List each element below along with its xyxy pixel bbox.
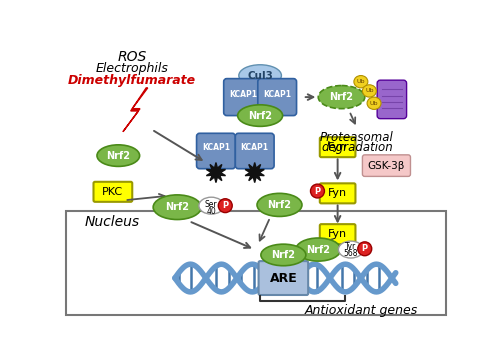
- Text: Ser: Ser: [205, 200, 218, 209]
- Ellipse shape: [238, 105, 282, 126]
- Text: Ub: Ub: [370, 101, 378, 106]
- FancyBboxPatch shape: [236, 133, 274, 169]
- Polygon shape: [245, 163, 264, 183]
- Ellipse shape: [199, 197, 224, 214]
- Text: Fyn: Fyn: [328, 229, 347, 239]
- Text: Nrf2: Nrf2: [165, 202, 189, 212]
- Text: PKC: PKC: [102, 187, 124, 197]
- Text: P: P: [222, 201, 228, 210]
- Bar: [66, 211, 446, 315]
- Ellipse shape: [261, 244, 306, 266]
- Ellipse shape: [354, 76, 368, 88]
- Text: Nrf2: Nrf2: [306, 244, 330, 255]
- Text: Fyn: Fyn: [328, 188, 347, 198]
- Circle shape: [310, 184, 324, 198]
- Ellipse shape: [338, 241, 363, 258]
- Circle shape: [218, 199, 232, 213]
- Ellipse shape: [239, 65, 282, 86]
- Text: Nrf2: Nrf2: [106, 150, 130, 161]
- Text: Electrophils: Electrophils: [96, 62, 168, 75]
- FancyBboxPatch shape: [320, 137, 356, 157]
- Text: KCAP1: KCAP1: [229, 90, 257, 99]
- FancyBboxPatch shape: [258, 261, 308, 295]
- Text: KCAP1: KCAP1: [240, 143, 268, 152]
- Ellipse shape: [296, 238, 341, 261]
- Text: Ub: Ub: [356, 79, 365, 84]
- FancyBboxPatch shape: [196, 133, 235, 169]
- Ellipse shape: [97, 145, 140, 166]
- Text: Ub: Ub: [365, 89, 374, 94]
- Text: 40: 40: [206, 207, 216, 216]
- Polygon shape: [123, 88, 148, 132]
- Text: Cul3: Cul3: [247, 71, 273, 81]
- Ellipse shape: [318, 86, 365, 109]
- Text: KCAP1: KCAP1: [263, 90, 291, 99]
- Text: Nrf2: Nrf2: [268, 200, 291, 210]
- FancyBboxPatch shape: [320, 224, 356, 244]
- Text: Tyr: Tyr: [345, 242, 356, 251]
- Ellipse shape: [257, 193, 302, 216]
- FancyBboxPatch shape: [94, 182, 132, 202]
- Text: Nrf2: Nrf2: [248, 111, 272, 121]
- Text: 568: 568: [344, 249, 358, 258]
- Ellipse shape: [153, 195, 201, 220]
- FancyBboxPatch shape: [377, 80, 406, 119]
- Text: ARE: ARE: [270, 271, 297, 284]
- Text: P: P: [362, 244, 368, 253]
- Text: Dimethylfumarate: Dimethylfumarate: [68, 74, 196, 87]
- Text: GSK-3β: GSK-3β: [368, 161, 405, 171]
- Text: Antioxidant genes: Antioxidant genes: [304, 304, 418, 317]
- Text: Nucleus: Nucleus: [84, 215, 140, 229]
- Circle shape: [358, 242, 372, 256]
- Ellipse shape: [362, 85, 376, 97]
- Text: Proteasomal: Proteasomal: [320, 131, 394, 144]
- FancyBboxPatch shape: [362, 155, 410, 176]
- FancyBboxPatch shape: [258, 78, 296, 116]
- Text: Nrf2: Nrf2: [272, 250, 295, 260]
- Ellipse shape: [367, 97, 381, 109]
- FancyBboxPatch shape: [224, 78, 262, 116]
- FancyBboxPatch shape: [320, 183, 356, 203]
- Text: KCAP1: KCAP1: [202, 143, 230, 152]
- Text: Fyn: Fyn: [328, 142, 347, 152]
- Text: ROS: ROS: [118, 50, 147, 64]
- Polygon shape: [206, 163, 226, 183]
- Text: degradation: degradation: [321, 141, 393, 154]
- Text: Nrf2: Nrf2: [330, 92, 353, 102]
- Text: P: P: [314, 186, 320, 195]
